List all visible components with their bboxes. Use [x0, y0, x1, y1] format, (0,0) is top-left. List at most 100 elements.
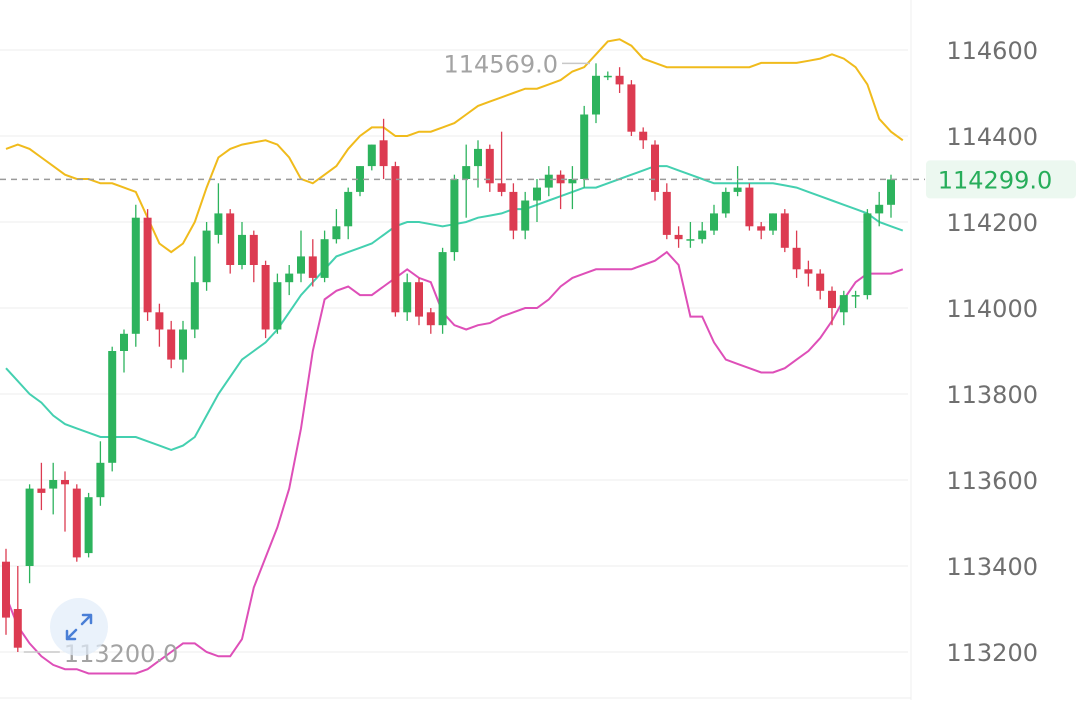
candle-body: [568, 179, 577, 184]
upper-band-line: [5, 38, 904, 254]
candle: [261, 260, 270, 339]
candle-body: [828, 290, 836, 308]
candle-body: [131, 217, 140, 334]
candle: [828, 286, 836, 326]
candle: [131, 204, 140, 347]
candle: [792, 230, 801, 278]
candle-body: [120, 333, 128, 351]
y-tick-label: 113800: [946, 381, 1038, 409]
candle: [226, 209, 235, 274]
candle-body: [710, 213, 718, 231]
expand-arrows-icon: [65, 613, 93, 641]
candle-body: [179, 329, 187, 360]
candle: [108, 346, 117, 472]
candle-body: [391, 166, 400, 313]
candle-body: [733, 187, 742, 192]
candle-body: [769, 213, 777, 231]
candle-body: [745, 187, 754, 227]
candle: [485, 144, 494, 192]
candle-body: [804, 269, 813, 274]
candle-body: [497, 183, 506, 192]
candle: [863, 209, 872, 300]
candle-body: [757, 226, 766, 231]
candle: [120, 329, 128, 373]
candle-body: [639, 131, 648, 141]
y-axis: 114600 114400 114200 114000 113800 113600 1134…: [946, 37, 1038, 667]
candle-body: [49, 480, 58, 489]
candlesticks: [2, 63, 895, 652]
candle-body: [521, 200, 530, 231]
candle-body: [332, 226, 341, 240]
candle-body: [509, 191, 518, 231]
candle-body: [450, 179, 459, 253]
candle: [733, 166, 742, 197]
candle-body: [2, 561, 10, 618]
candle-body: [96, 462, 105, 498]
candle: [61, 471, 69, 532]
candle: [2, 548, 10, 635]
candle-body: [863, 213, 872, 296]
candle: [757, 222, 766, 240]
candle-body: [887, 179, 895, 205]
candle: [769, 213, 777, 235]
candle-body: [651, 144, 659, 192]
y-tick-label: 114000: [946, 295, 1038, 323]
candle: [509, 183, 518, 240]
candle-body: [438, 252, 447, 326]
candle-body: [155, 312, 164, 330]
candle: [415, 277, 423, 326]
candle-body: [662, 191, 671, 235]
candle: [556, 170, 565, 210]
y-tick-label: 114600: [946, 37, 1038, 65]
candle: [592, 63, 600, 124]
candle-body: [249, 234, 258, 265]
candle: [887, 174, 895, 218]
candle-body: [37, 488, 46, 493]
candle-body: [297, 256, 305, 274]
candle-body: [72, 488, 81, 558]
candle: [568, 166, 577, 210]
candle: [426, 308, 435, 334]
candle: [804, 260, 813, 287]
high-annotation: 114569.0: [443, 50, 558, 78]
candle: [674, 226, 683, 248]
candle-body: [839, 295, 848, 313]
candle: [308, 239, 317, 287]
candle-body: [556, 174, 565, 184]
candle: [438, 247, 447, 334]
candle: [521, 191, 530, 240]
candle: [72, 484, 81, 562]
candle: [462, 144, 471, 218]
candle: [143, 209, 152, 321]
candle-body: [721, 191, 730, 214]
candle: [875, 191, 884, 227]
candle-body: [84, 497, 93, 554]
candle-body: [485, 148, 494, 184]
candle-body: [273, 282, 282, 330]
candle-body: [202, 230, 211, 283]
candle-body: [379, 140, 388, 167]
candle-body: [533, 187, 541, 201]
candle: [403, 273, 412, 321]
expand-chart-button[interactable]: [50, 598, 108, 656]
candle: [202, 222, 211, 291]
candle-body: [25, 488, 34, 566]
y-tick-label: 113600: [946, 467, 1038, 495]
candle-body: [214, 213, 223, 235]
candle-body: [226, 213, 235, 265]
candle-body: [190, 282, 199, 330]
candle: [615, 67, 624, 93]
candle-body: [320, 239, 329, 278]
candle: [238, 222, 246, 270]
candle: [37, 462, 46, 511]
candle: [651, 140, 659, 201]
candle-body: [780, 213, 789, 248]
candle: [721, 187, 730, 218]
candle: [745, 183, 754, 231]
candle-body: [674, 234, 683, 240]
last-price-label: 114299.0: [938, 166, 1053, 194]
candle: [780, 209, 789, 253]
candle: [332, 209, 341, 244]
candle-body: [367, 144, 376, 167]
